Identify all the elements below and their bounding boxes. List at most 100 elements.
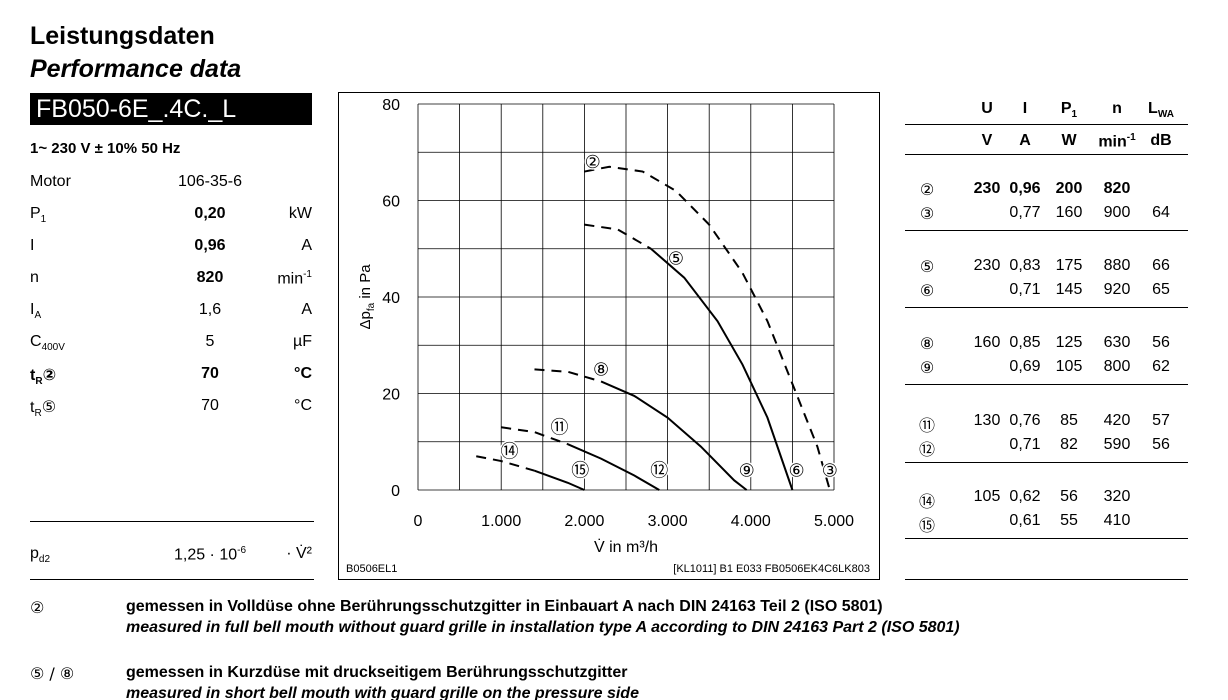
note-de: gemessen in Kurzdüse mit druckseitigem B… — [126, 664, 628, 681]
table-rule — [905, 230, 1188, 231]
y-tick-label: 40 — [382, 290, 400, 307]
table-cell: 62 — [1152, 358, 1170, 375]
spec-row: I 0,96 A — [30, 237, 314, 261]
y-tick-label: 80 — [382, 97, 400, 114]
spec-value: 106-35-6 — [177, 173, 243, 190]
pd2-value: 1,25 · 10-6 — [173, 545, 247, 564]
spec-unit: °C — [294, 365, 312, 382]
table-cell: 0,85 — [1009, 334, 1041, 351]
chart-footer-left: B0506EL1 — [346, 563, 397, 575]
table-cell: 920 — [1103, 281, 1131, 298]
table-cell: 0,71 — [1009, 281, 1041, 298]
spec-sub: 400V — [41, 342, 65, 354]
spec-unit: °C — [294, 397, 312, 414]
curve-marker-label: ⑨ — [739, 461, 755, 482]
curve-marker-label: ⑭ — [501, 441, 519, 462]
page-title: Leistungsdaten — [30, 22, 215, 50]
table-header: U — [981, 100, 993, 117]
note-en: measured in full bell mouth without guar… — [126, 619, 960, 636]
table-cell: 125 — [1055, 334, 1083, 351]
model-badge: FB050-6E_.4C._L — [30, 93, 312, 125]
table-header: LWA — [1148, 100, 1174, 121]
table-unit: min-1 — [1098, 132, 1136, 151]
curve-marker-label: ② — [585, 152, 601, 173]
table-cell: 0,76 — [1009, 412, 1041, 429]
table-cell: 130 — [973, 412, 1001, 429]
curve-dashed-⑤ — [584, 223, 652, 250]
spec-name: IA — [30, 301, 42, 322]
curve-marker-label: ⑥ — [788, 461, 804, 482]
curve-solid-⑤ — [650, 247, 794, 491]
x-tick-label: 3.000 — [648, 513, 688, 530]
spec-value: 70 — [201, 365, 219, 382]
spec-value: 0,20 — [194, 205, 226, 222]
table-rule — [905, 384, 1188, 385]
x-axis-label: V̇ in m³/h — [594, 538, 658, 556]
spec-name: tR⑤ — [30, 397, 57, 420]
table-cell: 0,96 — [1009, 180, 1041, 197]
spec-row: IA 1,6 A — [30, 301, 314, 325]
x-tick-label: 5.000 — [814, 513, 854, 530]
spec-mark: ② — [42, 365, 57, 384]
spec-mark: ⑤ — [41, 397, 57, 416]
note-en: measured in short bell mouth with guard … — [126, 685, 639, 700]
spec-sub: R — [35, 376, 43, 388]
table-row-mark: ⑧ — [919, 334, 935, 353]
table-cell: 0,83 — [1009, 257, 1041, 274]
table-cell: 800 — [1103, 358, 1131, 375]
spec-value: 5 — [205, 333, 215, 350]
table-cell: 105 — [1055, 358, 1083, 375]
spec-value: 1,6 — [198, 301, 222, 318]
table-row-mark: ⑪ — [918, 416, 935, 435]
table-rule — [905, 462, 1188, 463]
spec-row: Motor 106-35-6 — [30, 173, 314, 197]
note-item: ② gemessen in Volldüse ohne Berührungssch… — [30, 598, 1210, 638]
table-cell: 820 — [1103, 180, 1131, 197]
cell-sup: -1 — [1126, 132, 1136, 143]
table-row-mark: ③ — [919, 204, 935, 223]
curve-marker-label: ⑮ — [571, 461, 589, 482]
spec-name: n — [30, 269, 39, 286]
table-cell: 0,77 — [1009, 204, 1041, 221]
table-cell: 56 — [1060, 488, 1078, 505]
spec-row: n 820 min-1 — [30, 269, 314, 293]
curve-dashed-⑧ — [534, 368, 602, 383]
x-tick-label: 2.000 — [564, 513, 604, 530]
curve-② — [584, 165, 831, 491]
spec-name: P1 — [30, 205, 47, 226]
cell-sub: 1 — [1071, 109, 1078, 121]
spec-unit: kW — [288, 205, 312, 222]
spec-row: tR② 70 °C — [30, 365, 314, 389]
pd2-row: pd2 1,25 · 10-6 · V̇² — [30, 545, 314, 569]
spec-unit-sup: -1 — [303, 269, 312, 280]
y-tick-label: 20 — [382, 387, 400, 404]
table-rule — [905, 154, 1188, 155]
table-cell: 82 — [1060, 436, 1078, 453]
curve-solid-⑧ — [600, 380, 748, 491]
table-cell: 56 — [1152, 334, 1170, 351]
divider — [30, 521, 314, 522]
table-cell: 420 — [1103, 412, 1131, 429]
table-cell: 56 — [1152, 436, 1170, 453]
table-cell: 0,61 — [1009, 512, 1041, 529]
table-cell: 65 — [1152, 281, 1170, 298]
table-cell: 590 — [1103, 436, 1131, 453]
spec-sub: A — [34, 310, 42, 322]
note-mark: ② — [30, 598, 45, 617]
table-row-mark: ② — [919, 180, 935, 199]
spec-sub: 1 — [40, 214, 47, 226]
table-header: n — [1112, 100, 1122, 117]
table-cell: 880 — [1103, 257, 1131, 274]
spec-sub: R — [34, 408, 42, 420]
table-cell: 0,62 — [1009, 488, 1041, 505]
table-cell: 0,71 — [1009, 436, 1041, 453]
table-rule — [905, 579, 1188, 580]
table-cell: 630 — [1103, 334, 1131, 351]
divider — [30, 579, 314, 580]
table-row-mark: ⑮ — [918, 516, 935, 535]
curve-solid-⑭ — [534, 469, 585, 491]
table-unit: W — [1061, 132, 1077, 149]
table-unit: dB — [1150, 132, 1172, 149]
curve-dashed-⑭ — [476, 455, 535, 472]
table-header: I — [1022, 100, 1028, 117]
